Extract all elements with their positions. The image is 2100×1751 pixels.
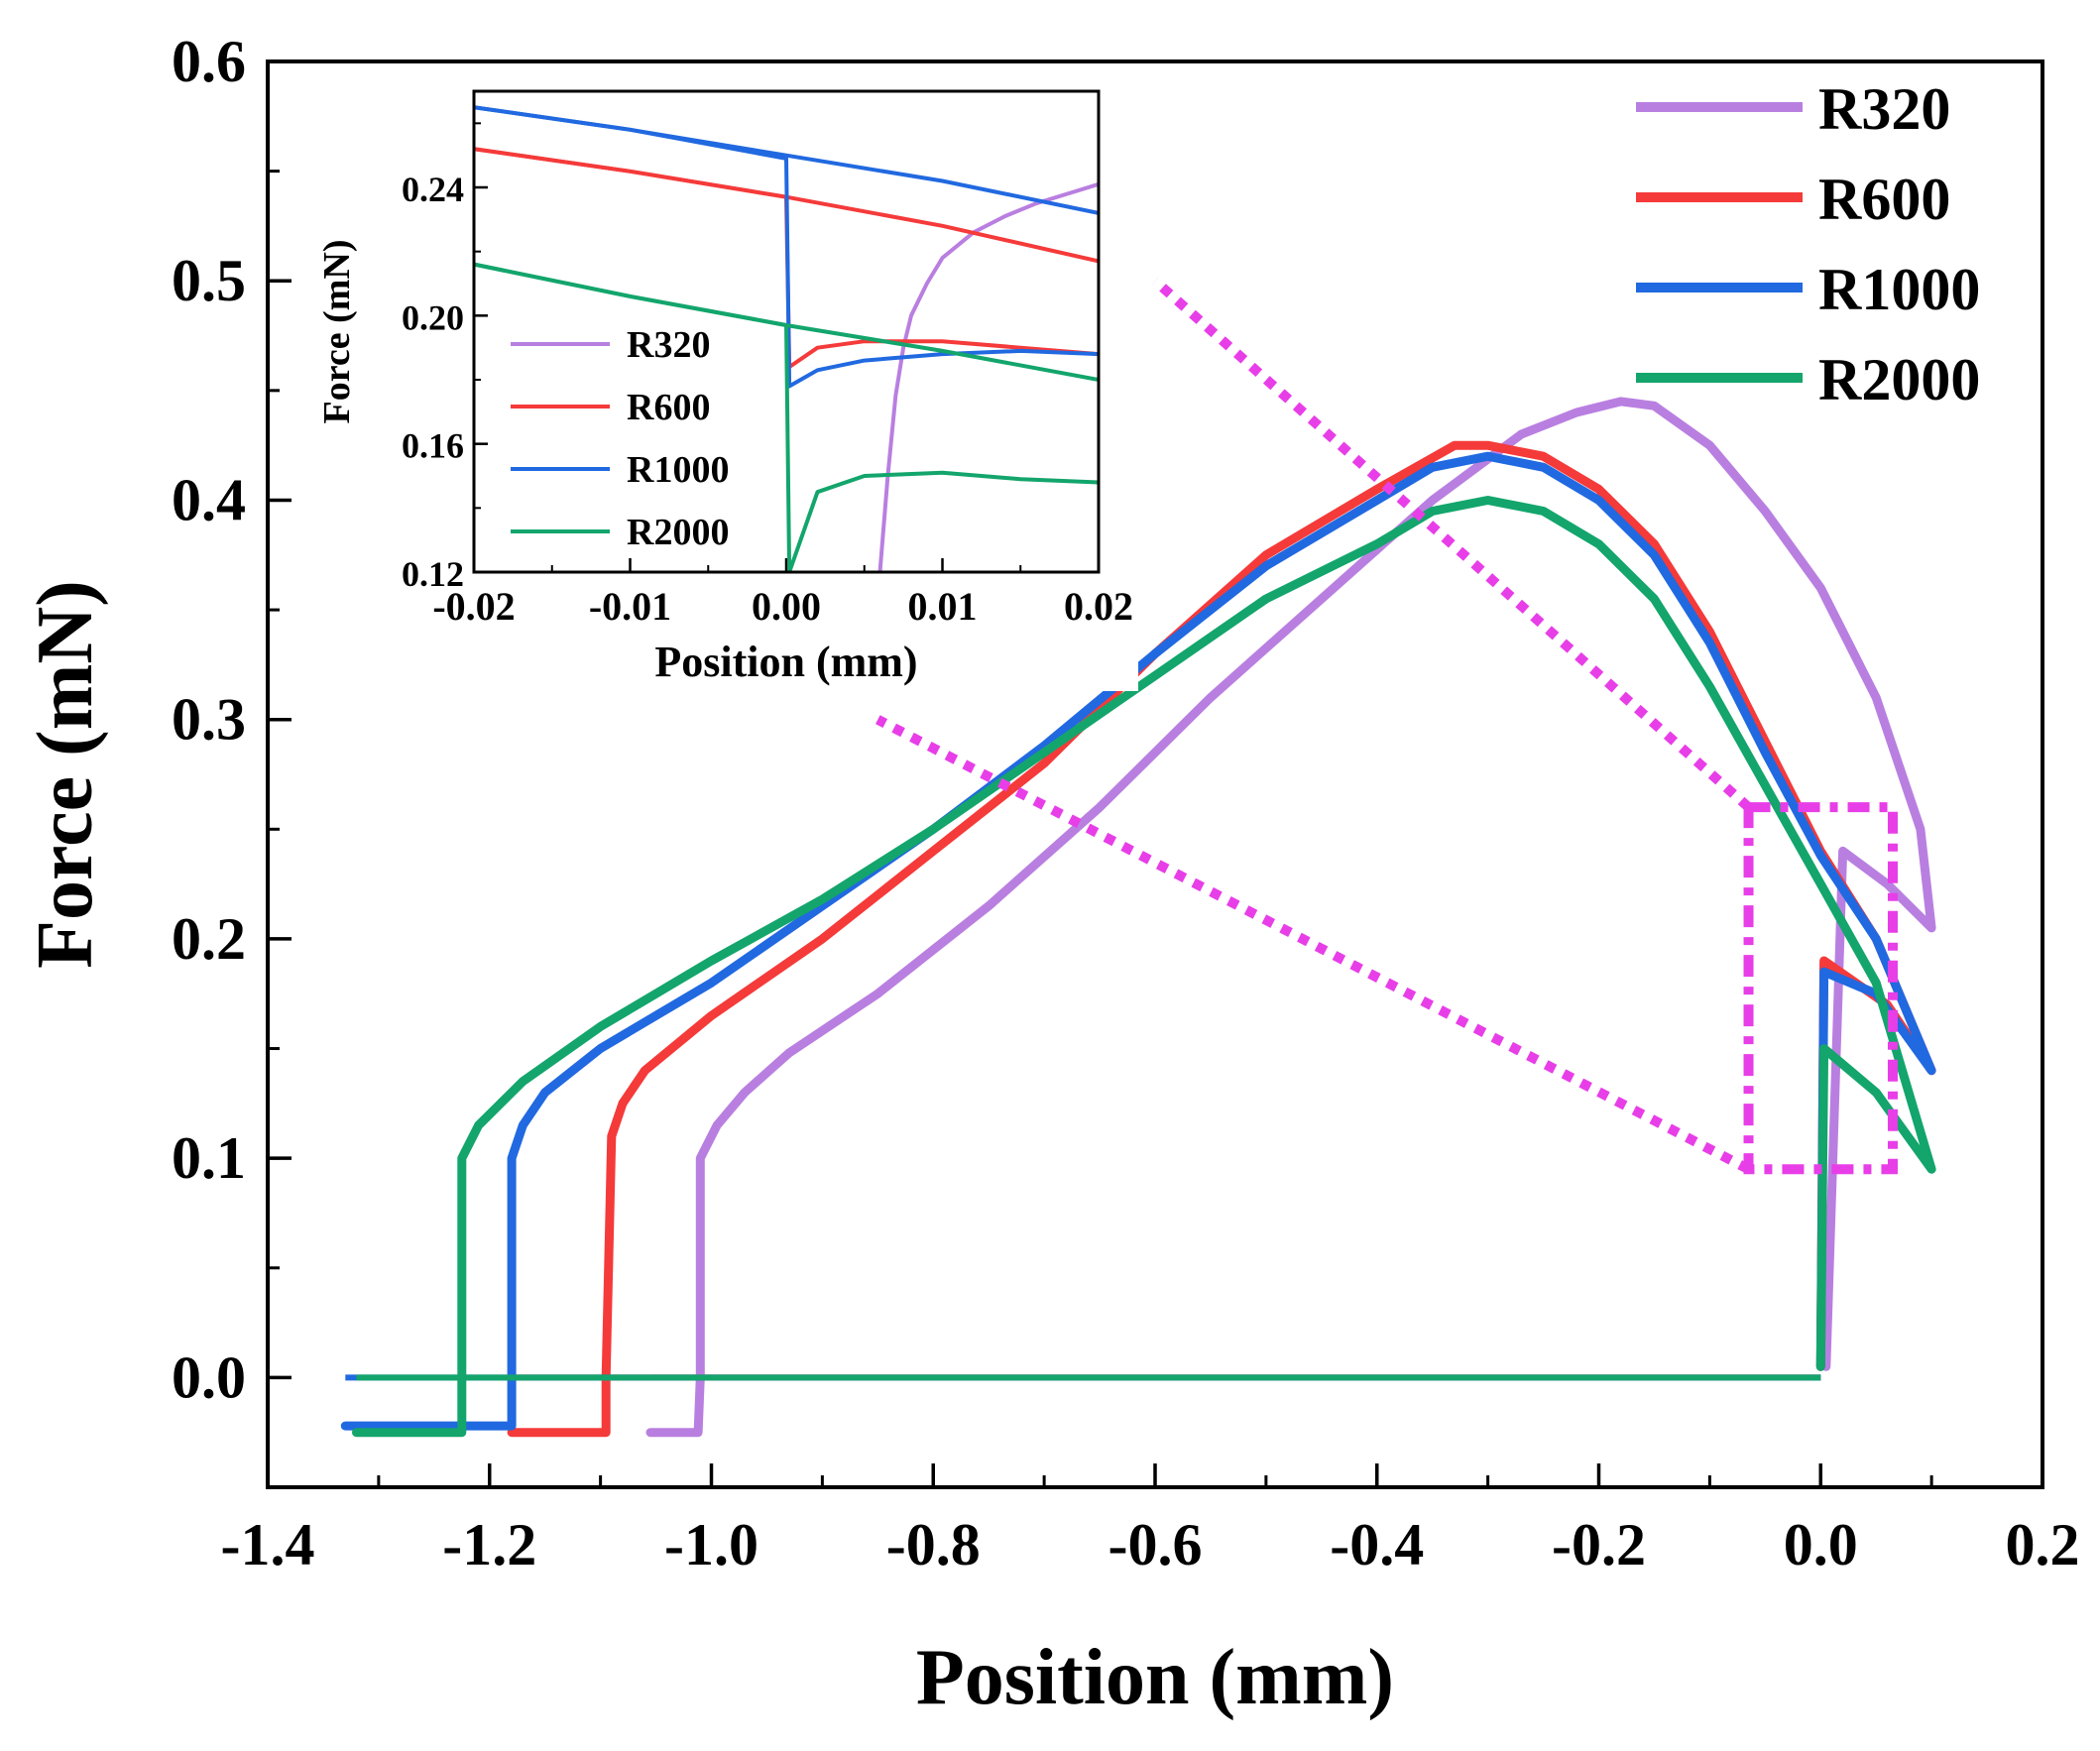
y-tick-label: 0.6 (172, 29, 246, 94)
main-series-group (340, 397, 1936, 1438)
x-tick-label: 0.0 (1784, 1512, 1858, 1577)
inset-x-tick-label: -0.01 (589, 584, 671, 629)
legend: R320 R600 R1000 R2000 (1636, 76, 1980, 412)
y-tick-label: 0.4 (172, 467, 246, 532)
legend-label-r600: R600 (1818, 167, 1950, 232)
inset-y-tick-label: 0.24 (402, 170, 464, 209)
x-axis-label: Position (mm) (916, 1634, 1394, 1721)
inset-y-axis-label: Force (mN) (316, 239, 358, 423)
inset-y-tick-label: 0.16 (402, 426, 464, 466)
inset-x-tick-label: 0.00 (752, 584, 821, 629)
inset-legend-label-r320: R320 (627, 324, 710, 366)
x-tick-label: -1.2 (442, 1512, 536, 1577)
x-tick-label: -0.6 (1108, 1512, 1203, 1577)
zoom-annotations (875, 277, 1898, 1175)
inset-y-tick-label: 0.20 (402, 297, 464, 337)
zoom-highlight-box (1743, 802, 1898, 1175)
inset-background (305, 81, 1138, 691)
y-tick-label: 0.0 (172, 1344, 246, 1410)
zoom-connector-line (875, 715, 1751, 1174)
inset-x-tick-label: 0.02 (1064, 584, 1133, 629)
legend-label-r320: R320 (1818, 76, 1950, 142)
y-tick-label: 0.3 (172, 687, 246, 753)
legend-label-r1000: R1000 (1818, 257, 1980, 322)
inset-series-upper-r1000 (474, 105, 1099, 215)
zoom-connector-line (1151, 277, 1752, 811)
y-tick-label: 0.2 (172, 906, 246, 972)
inset-legend-label-r2000: R2000 (627, 512, 729, 553)
x-tick-label: -0.2 (1552, 1512, 1646, 1577)
y-tick-label: 0.5 (172, 248, 246, 313)
inset-series-group (474, 105, 1099, 572)
inset-x-tick-label: 0.01 (908, 584, 978, 629)
legend-label-r2000: R2000 (1818, 347, 1980, 412)
plot-frame (266, 59, 2044, 1489)
inset-plot: -0.02 -0.01 0.00 0.01 0.02 0.12 0.16 0.20 0.24 Po… (305, 81, 1138, 691)
inset-frame (472, 89, 1101, 574)
series-line-r1000 (340, 451, 1936, 1431)
x-tick-label: -0.4 (1330, 1512, 1424, 1577)
inset-series-upper-r2000 (474, 262, 1099, 382)
inset-x-tick-label: -0.02 (432, 584, 515, 629)
x-tick-label: -1.4 (221, 1512, 315, 1577)
x-tick-label: -1.0 (664, 1512, 758, 1577)
y-tick-label: 0.1 (172, 1125, 246, 1191)
series-line-r320 (645, 397, 1936, 1438)
inset-y-tick-label: 0.12 (402, 554, 464, 594)
inset-legend-label-r600: R600 (627, 387, 710, 428)
inset-legend: R320 R600 R1000 R2000 (511, 324, 729, 553)
inset-x-axis-label: Position (mm) (654, 638, 917, 686)
y-axis-label: Force (mN) (22, 580, 109, 969)
x-tick-label: -0.8 (886, 1512, 981, 1577)
series-line-r2000 (352, 496, 1936, 1438)
x-tick-label: 0.2 (2006, 1512, 2080, 1577)
main-plot: -1.4 -1.2 -1.0 -0.8 -0.6 -0.4 -0.2 0.0 0.2 0.0 0.1… (22, 29, 2080, 1721)
inset-legend-label-r1000: R1000 (627, 449, 729, 491)
